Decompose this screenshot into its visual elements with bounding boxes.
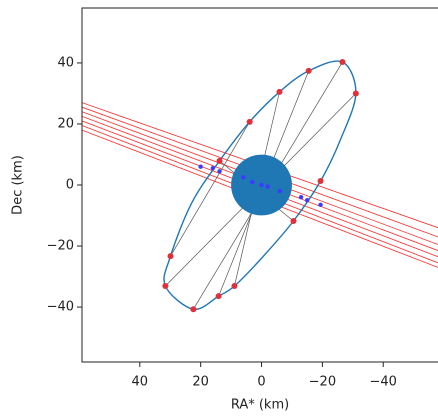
chord bbox=[170, 121, 250, 257]
chord-endpoint bbox=[190, 306, 197, 313]
chord-endpoint bbox=[305, 67, 312, 74]
chord-endpoint bbox=[317, 178, 324, 185]
chord-endpoint bbox=[339, 59, 346, 66]
plot-content bbox=[82, 59, 438, 313]
center-point bbox=[210, 166, 216, 171]
x-tick-label: 40 bbox=[132, 375, 149, 390]
center-point bbox=[198, 164, 203, 169]
chord-endpoint bbox=[290, 218, 297, 225]
x-tick-label: −20 bbox=[309, 375, 336, 390]
center-point bbox=[259, 182, 264, 188]
y-tick-label: 40 bbox=[57, 55, 74, 70]
center-point bbox=[265, 184, 270, 189]
x-tick-label: −40 bbox=[370, 375, 397, 390]
y-tick-label: −20 bbox=[47, 239, 74, 254]
center-point bbox=[298, 195, 304, 200]
chord-endpoint bbox=[246, 118, 253, 125]
chord-endpoint bbox=[352, 90, 359, 97]
y-tick-label: 20 bbox=[57, 116, 74, 131]
x-tick-label: 0 bbox=[257, 375, 265, 390]
y-tick-label: 0 bbox=[66, 178, 74, 193]
x-axis-label: RA* (km) bbox=[231, 398, 289, 413]
center-point bbox=[217, 169, 222, 174]
chord-endpoint bbox=[231, 283, 238, 290]
chord-endpoint bbox=[216, 157, 223, 164]
y-tick-label: −40 bbox=[47, 300, 74, 315]
chord-endpoint bbox=[167, 253, 174, 260]
chord-endpoint bbox=[162, 283, 169, 290]
y-axis-label: Dec (km) bbox=[11, 155, 26, 215]
center-point bbox=[318, 202, 323, 208]
x-tick-label: 20 bbox=[192, 375, 209, 390]
chord-endpoint bbox=[215, 293, 222, 300]
axes: 40 20 0 −20 −40 −40 −20 0 20 40 bbox=[47, 55, 397, 389]
center-point bbox=[277, 188, 282, 194]
center-point bbox=[304, 198, 310, 203]
center-point bbox=[250, 179, 255, 185]
center-point bbox=[241, 175, 246, 180]
chord-endpoint bbox=[276, 88, 283, 95]
